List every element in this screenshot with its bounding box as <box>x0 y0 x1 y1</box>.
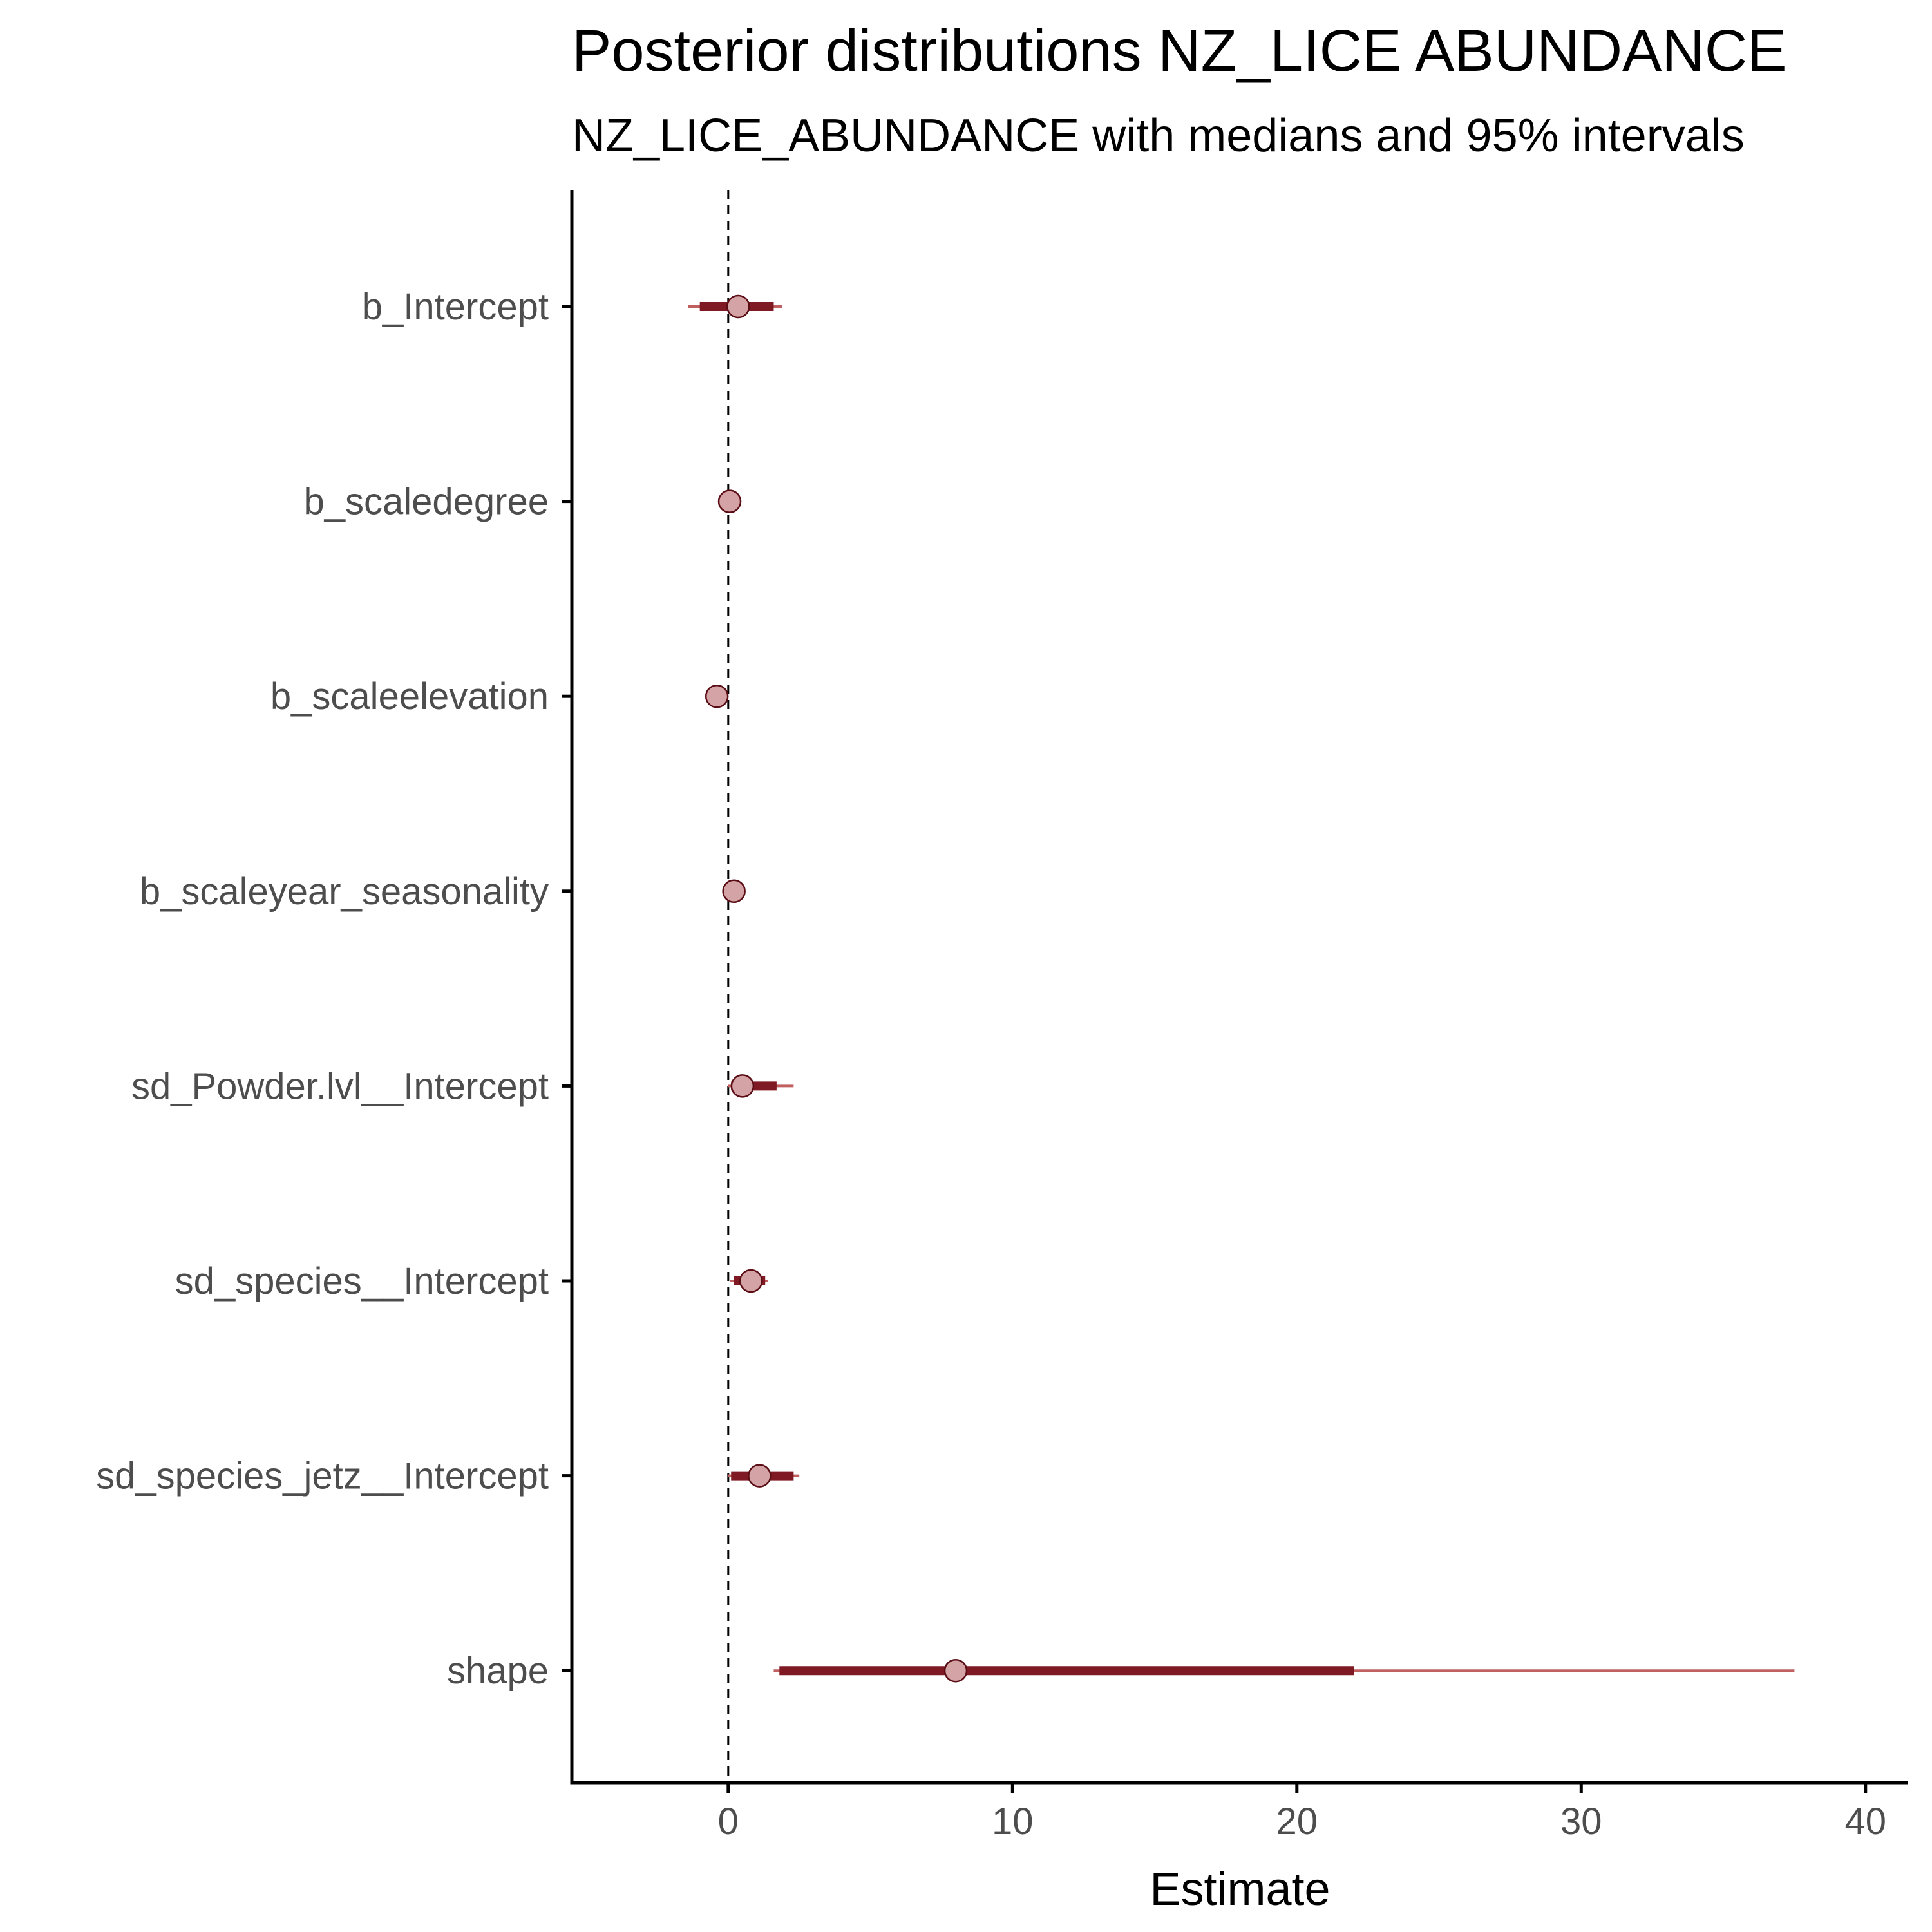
plot-area <box>688 190 1795 1783</box>
median-point-b-scaleyear-seasonality <box>722 879 746 904</box>
y-axis-ticks: b_Intercept b_scaledegree b_scaleelevation… <box>96 286 572 1692</box>
median-point-sd-powder-lvl-intercept <box>730 1074 755 1098</box>
y-tick-label: b_Intercept <box>362 286 549 328</box>
y-tick-label: sd_Powder.lvl__Intercept <box>131 1065 549 1107</box>
chart-subtitle: NZ_LICE_ABUNDANCE with medians and 95% i… <box>572 110 1745 162</box>
x-tick-label: 10 <box>992 1801 1034 1842</box>
y-tick-label: shape <box>447 1650 549 1692</box>
x-tick-label: 20 <box>1276 1801 1318 1842</box>
median-point-sd-species-intercept <box>739 1269 763 1293</box>
y-tick-label: b_scaleyear_seasonality <box>140 871 549 913</box>
median-point-b-scaledegree <box>717 489 742 513</box>
x-tick-label: 40 <box>1845 1801 1887 1842</box>
y-tick-label: sd_species_jetz__Intercept <box>96 1455 549 1497</box>
y-tick-label: sd_species__Intercept <box>175 1260 549 1302</box>
x-tick-label: 30 <box>1560 1801 1602 1842</box>
x-axis-ticks: 0 10 20 30 40 <box>718 1783 1886 1842</box>
y-tick-label: b_scaledegree <box>303 481 549 523</box>
y-tick-label: b_scaleelevation <box>270 676 549 717</box>
median-point-b-scaleelevation <box>705 684 729 708</box>
median-point-sd-species-jetz-intercept <box>748 1464 772 1488</box>
chart-title: Posterior distributions NZ_LICE ABUNDANC… <box>572 18 1787 84</box>
median-point-b-intercept <box>726 294 750 319</box>
x-tick-label: 0 <box>718 1801 739 1842</box>
median-point-shape <box>943 1658 968 1683</box>
x-axis-title: Estimate <box>1150 1864 1330 1915</box>
